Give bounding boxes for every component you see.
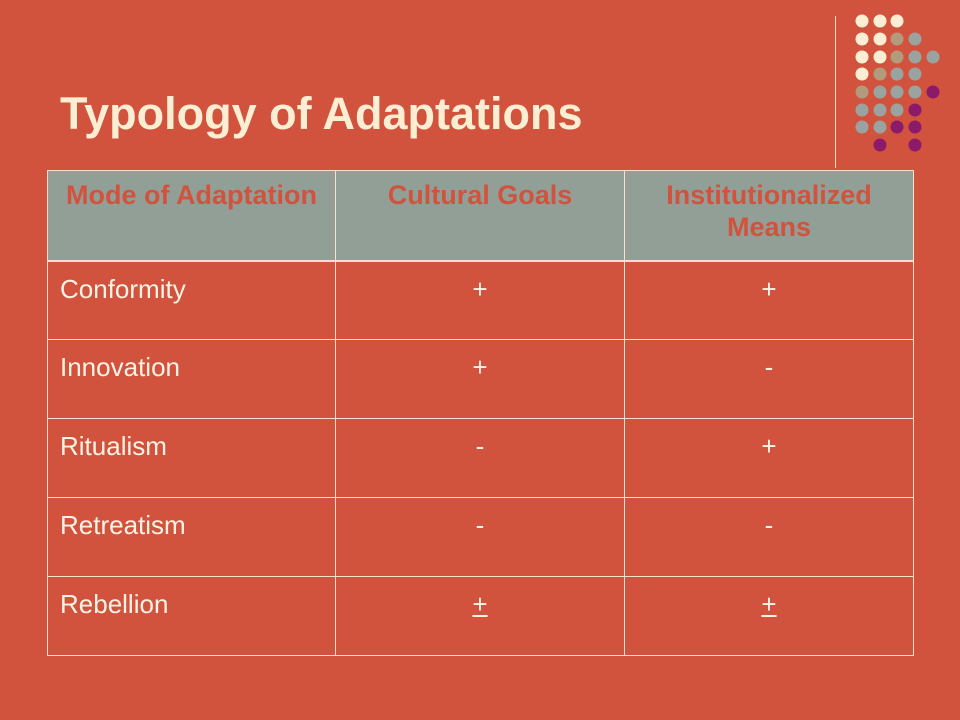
decorative-dot (855, 50, 869, 64)
decorative-dot (855, 67, 869, 81)
decorative-dot (908, 32, 922, 46)
cell-mode: Conformity (47, 260, 336, 340)
decorative-dot (890, 67, 904, 81)
cell-mode: Retreatism (47, 497, 336, 577)
underlined-sign: + (472, 589, 488, 619)
header-cultural-goals: Cultural Goals (335, 170, 625, 262)
cell-mode: Rebellion (47, 576, 336, 656)
decorative-dot (908, 138, 922, 152)
decorative-dot (926, 50, 940, 64)
decorative-dot (926, 85, 940, 99)
cell-cultural-goals: + (335, 260, 625, 340)
table-row-retreatism: Retreatism - - (47, 497, 914, 577)
table-header-row: Mode of Adaptation Cultural Goals Instit… (47, 170, 914, 262)
decorative-dot (908, 120, 922, 134)
cell-cultural-goals: + (335, 576, 625, 656)
slide-title: Typology of Adaptations (60, 88, 583, 139)
cell-cultural-goals: - (335, 497, 625, 577)
table-row-ritualism: Ritualism - + (47, 418, 914, 498)
header-institutionalized-means: Institutionalized Means (624, 170, 914, 262)
decorative-dot (890, 103, 904, 117)
cell-institutionalized-means: + (624, 576, 914, 656)
cell-cultural-goals: + (335, 339, 625, 419)
decorative-dot (855, 32, 869, 46)
cell-institutionalized-means: - (624, 497, 914, 577)
cell-cultural-goals: - (335, 418, 625, 498)
decorative-dot (890, 120, 904, 134)
cell-institutionalized-means: + (624, 418, 914, 498)
decorative-dot (855, 120, 869, 134)
cell-mode: Ritualism (47, 418, 336, 498)
decorative-dot (873, 120, 887, 134)
cell-institutionalized-means: + (624, 260, 914, 340)
decorative-dot (873, 50, 887, 64)
cell-institutionalized-means: - (624, 339, 914, 419)
header-mode-of-adaptation: Mode of Adaptation (47, 170, 336, 262)
decorative-dot (890, 50, 904, 64)
table-row-innovation: Innovation + - (47, 339, 914, 419)
decorative-dot (890, 32, 904, 46)
table-row-conformity: Conformity + + (47, 260, 914, 340)
decorative-dot (908, 103, 922, 117)
decorative-dot (873, 32, 887, 46)
decorative-dot (873, 85, 887, 99)
decorative-dot (873, 138, 887, 152)
decorative-dot (873, 67, 887, 81)
decorative-dot (855, 85, 869, 99)
decorative-dot (908, 50, 922, 64)
decorative-dot (908, 67, 922, 81)
decorative-dot (890, 14, 904, 28)
adaptations-table: Mode of Adaptation Cultural Goals Instit… (47, 170, 914, 656)
decorative-dot (908, 85, 922, 99)
decorative-dot (855, 14, 869, 28)
table-row-rebellion: Rebellion + + (47, 576, 914, 656)
cell-mode: Innovation (47, 339, 336, 419)
decorative-dot (855, 103, 869, 117)
decorative-dot (873, 103, 887, 117)
underlined-sign: + (761, 589, 777, 619)
decorative-dot (873, 14, 887, 28)
decorative-divider-line (835, 16, 836, 168)
decorative-dot (890, 85, 904, 99)
